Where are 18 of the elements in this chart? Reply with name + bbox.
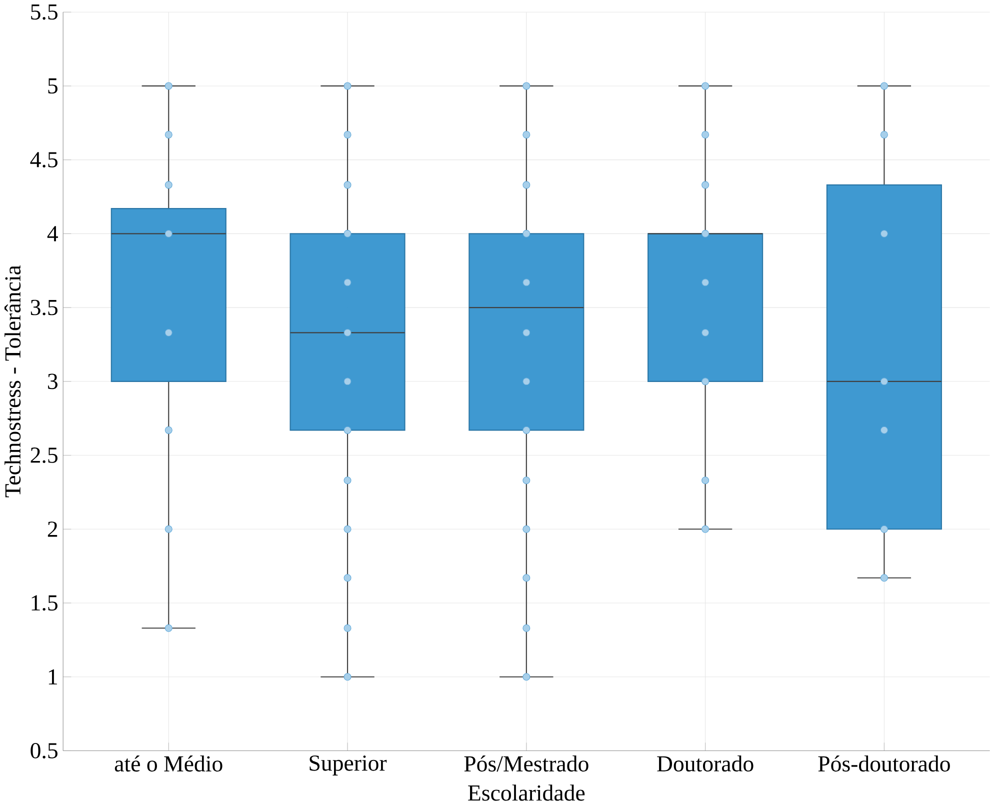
y-tick-label: 1 [48, 669, 57, 684]
y-tick-label: 2 [48, 521, 58, 537]
x-tick-label: até o Médio [114, 755, 222, 772]
y-axis-title: Technostress - Tolerância [4, 265, 21, 498]
x-tick-label: Pós/Mestrado [464, 755, 588, 772]
y-tick-label: 5 [48, 78, 58, 94]
x-axis-title: Escolaridade [468, 784, 585, 801]
y-tick-label: 0.5 [30, 742, 58, 758]
x-tick-label: Pós-doutorado [818, 755, 950, 772]
y-tick-label: 3 [48, 374, 58, 389]
x-tick-label: Doutorado [657, 755, 754, 772]
x-tick-label: Superior [310, 755, 387, 776]
y-tick-label: 4.5 [30, 152, 58, 168]
y-tick-label: 2.5 [30, 447, 58, 463]
y-tick-label: 4 [47, 226, 58, 242]
y-tick-label: 5.5 [31, 4, 58, 20]
y-tick-label: 1.5 [32, 595, 58, 611]
y-tick-label: 3.5 [30, 300, 58, 316]
